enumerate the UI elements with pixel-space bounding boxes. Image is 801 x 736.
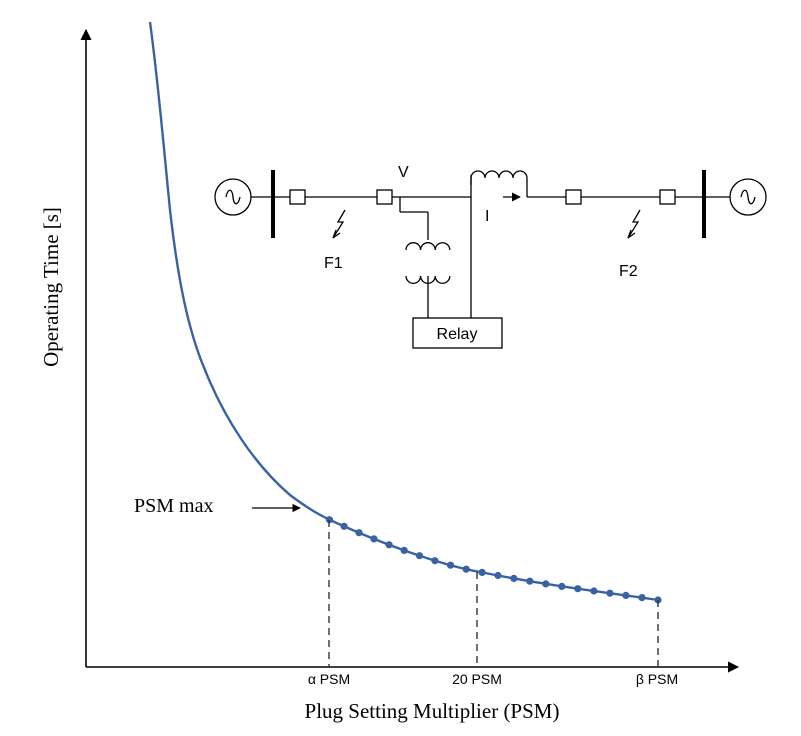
x-tick-alpha: α PSM xyxy=(308,671,350,687)
curve-marker xyxy=(446,561,455,569)
curve-marker xyxy=(590,587,598,595)
y-axis-label: Operating Time [s] xyxy=(39,207,63,367)
curve-marker xyxy=(526,577,534,585)
curve-marker xyxy=(340,522,348,530)
curve-marker xyxy=(370,535,378,543)
fault-arrow-icon xyxy=(332,209,346,239)
current-label: I xyxy=(485,208,489,225)
curve-marker xyxy=(415,552,424,560)
curve-marker xyxy=(510,574,518,583)
circuit-breaker-icon xyxy=(289,189,306,205)
x-tick-beta: β PSM xyxy=(636,671,678,687)
curve-marker xyxy=(574,585,582,593)
curve-marker xyxy=(558,582,566,591)
voltage-label: V xyxy=(398,164,409,181)
curve-marker xyxy=(355,529,363,537)
psm-max-label: PSM max xyxy=(134,495,213,517)
chart-axes xyxy=(80,28,740,673)
curve-marker xyxy=(385,541,393,549)
x-tick-20: 20 PSM xyxy=(452,671,502,687)
curve-markers xyxy=(325,516,662,604)
relay-label: Relay xyxy=(437,326,478,343)
curve-marker xyxy=(431,557,439,565)
circuit-breaker-icon xyxy=(376,189,393,205)
circuit-breaker-icon xyxy=(565,189,582,205)
relay-box xyxy=(412,317,503,349)
source-icon xyxy=(214,178,252,216)
fault1-label: F1 xyxy=(324,255,343,272)
drop-lines xyxy=(328,520,659,667)
source-icon xyxy=(729,178,767,216)
curve-marker xyxy=(542,580,550,588)
curve-marker xyxy=(494,571,502,580)
curve-marker xyxy=(606,589,614,597)
transformer-icon xyxy=(470,170,528,197)
fault2-label: F2 xyxy=(619,263,638,280)
circuit-breaker-icon xyxy=(659,189,676,205)
curve-marker xyxy=(638,594,646,602)
fault-arrow-icon xyxy=(627,209,641,239)
curve-marker xyxy=(462,565,470,573)
x-axis-label: Plug Setting Multiplier (PSM) xyxy=(305,699,560,723)
curve-marker xyxy=(478,568,486,577)
single-line-diagram xyxy=(214,170,767,349)
operating-time-curve xyxy=(148,21,659,602)
curve-marker xyxy=(622,591,630,600)
curve-marker xyxy=(325,516,333,524)
curve-marker xyxy=(400,546,408,555)
